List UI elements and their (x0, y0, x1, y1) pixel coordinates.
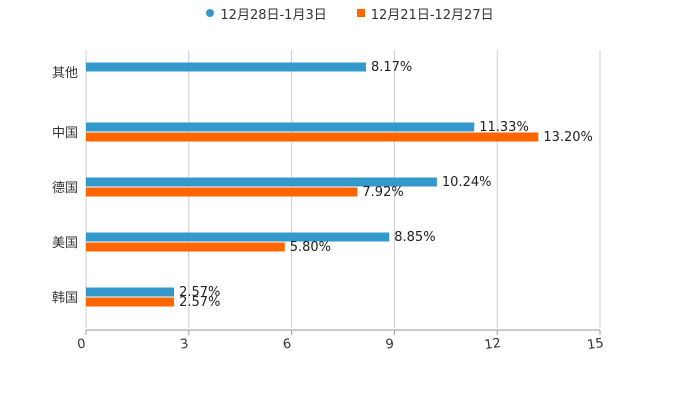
y-category-label: 德国 (52, 181, 78, 196)
y-category-label: 美国 (52, 236, 78, 251)
legend-label-series-2: 12月21日-12月27日 (370, 7, 494, 23)
x-tick-label: 12 (483, 336, 501, 353)
bar-series-2 (86, 187, 358, 197)
bar-series-1 (86, 287, 175, 297)
x-tick-label: 0 (76, 337, 86, 353)
x-tick-label: 6 (282, 337, 292, 353)
data-label-series-1: 8.17% (371, 60, 412, 75)
data-label-series-2: 2.57% (179, 295, 220, 310)
bar-series-1 (86, 62, 366, 72)
y-category-label: 中国 (52, 126, 78, 141)
data-label-series-1: 8.85% (394, 230, 435, 245)
legend: 12月28日-1月3日 12月21日-12月27日 (0, 3, 700, 23)
legend-marker-series-2 (356, 9, 365, 17)
x-tick-label: 15 (586, 336, 604, 353)
data-label-series-2: 5.80% (290, 240, 331, 255)
legend-item-series-2[interactable]: 12月21日-12月27日 (356, 4, 494, 23)
data-label-series-2: 7.92% (362, 185, 403, 200)
bar-series-2 (86, 242, 285, 252)
bar-series-1 (86, 177, 437, 187)
data-label-series-1: 11.33% (479, 120, 529, 135)
data-label-series-1: 10.24% (442, 175, 492, 190)
data-label-series-1: 2.57% (179, 285, 220, 300)
data-label-series-2: 13.20% (543, 130, 593, 145)
bar-series-2 (86, 132, 539, 142)
y-category-label: 韩国 (52, 291, 78, 306)
legend-marker-series-1 (206, 9, 215, 17)
bar-series-2 (86, 297, 175, 307)
y-category-label: 其他 (52, 66, 78, 81)
legend-item-series-1[interactable]: 12月28日-1月3日 (206, 4, 327, 23)
bar-series-1 (86, 122, 475, 132)
x-tick-label: 9 (385, 337, 395, 353)
legend-label-series-1: 12月28日-1月3日 (220, 7, 327, 23)
x-tick-label: 3 (179, 337, 189, 353)
bar-series-1 (86, 232, 390, 242)
